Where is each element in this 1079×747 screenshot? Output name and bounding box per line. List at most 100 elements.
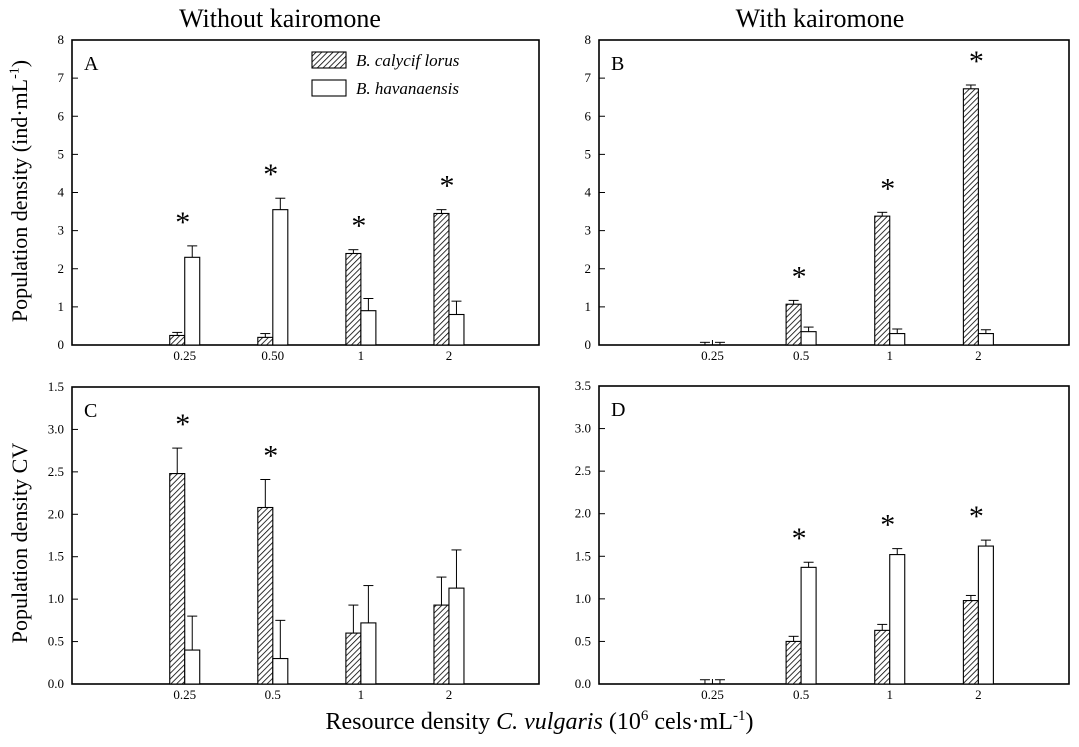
bar-calyciflorus: [433, 212, 450, 346]
x-tick-label: 0.25: [173, 348, 196, 363]
plot-frame: [598, 385, 1070, 685]
significance-asterisk: *: [969, 500, 984, 533]
y-tick-label: 3: [585, 223, 592, 238]
y-tick-label: 2.0: [575, 506, 591, 521]
y-tick-label: 3.0: [575, 421, 591, 436]
bar-havanaensis: [448, 313, 465, 346]
x-axis-title-unit-close: ): [745, 709, 754, 735]
bar-havanaensis: [360, 622, 377, 685]
x-tick-label: 1: [358, 348, 365, 363]
plot-frame: [598, 39, 1070, 346]
significance-asterisk: *: [175, 408, 190, 441]
y-tick-label: 7: [585, 70, 592, 85]
bar-calyciflorus: [874, 215, 891, 346]
x-axis-title-species: C. vulgaris: [496, 709, 603, 735]
panel-letter: A: [84, 53, 99, 75]
significance-asterisk: *: [880, 172, 895, 205]
y-tick-label: 1.5: [48, 549, 64, 564]
bar-havanaensis: [272, 657, 289, 685]
y-tick-label: 8: [585, 32, 592, 47]
plot-frame: [71, 39, 540, 346]
x-axis-title-unit-mid: cels·mL: [648, 709, 733, 735]
plot-frame: [71, 386, 540, 685]
column-title-right: With kairomone: [735, 4, 905, 33]
bar-calyciflorus: [257, 506, 274, 685]
x-tick-label: 0.25: [701, 687, 724, 702]
x-axis-title: Resource density C. vulgaris (106 cels·m…: [0, 708, 1079, 736]
bar-calyciflorus: [257, 336, 274, 346]
y-tick-label: 0.5: [48, 634, 64, 649]
x-tick-label: 1: [886, 348, 893, 363]
y-tick-label: 2: [585, 261, 592, 276]
bar-calyciflorus: [785, 303, 802, 346]
y-tick-label: 0: [585, 337, 592, 352]
bar-calyciflorus: [345, 632, 362, 685]
y-tick-label: 1.5: [48, 379, 64, 394]
x-tick-label: 2: [975, 687, 982, 702]
significance-asterisk: *: [175, 206, 190, 239]
panel-a: 0 1 2 3 4 5 6 7 8 0.25 * 0.50 * 1 * 2 * A B. calycif lorus…: [58, 32, 540, 363]
y-tick-label: 0.5: [575, 633, 591, 648]
y-tick-label: 1.5: [575, 548, 591, 563]
x-tick-label: 1: [358, 687, 365, 702]
panel-letter: C: [84, 400, 97, 422]
bar-calyciflorus: [345, 252, 362, 346]
x-tick-label: 0.5: [793, 687, 809, 702]
bar-calyciflorus: [433, 604, 450, 685]
significance-asterisk: *: [792, 522, 807, 555]
y-tick-label: 8: [58, 32, 65, 47]
x-tick-label: 2: [446, 687, 453, 702]
bar-calyciflorus: [169, 473, 186, 685]
x-tick-label: 2: [975, 348, 982, 363]
y-tick-label: 0: [58, 337, 65, 352]
y-tick-label: 2.5: [48, 464, 64, 479]
legend-label: B. havanaensis: [356, 79, 459, 98]
significance-asterisk: *: [439, 170, 454, 203]
panel-letter: D: [611, 399, 625, 421]
bar-havanaensis: [448, 587, 465, 685]
significance-asterisk: *: [969, 45, 984, 78]
bar-havanaensis: [977, 545, 994, 685]
y-tick-label: 3.0: [48, 421, 64, 436]
y-tick-label: 3.5: [575, 378, 591, 393]
legend-swatch: [311, 51, 347, 69]
bar-havanaensis: [800, 566, 817, 685]
x-tick-label: 0.5: [265, 687, 281, 702]
y-tick-label: 7: [58, 70, 65, 85]
y-tick-label: 1: [585, 299, 592, 314]
x-tick-label: 1: [886, 687, 893, 702]
legend-swatch: [311, 79, 347, 97]
panel-c: 0.0 0.5 1.0 1.5 2.0 2.5 3.0 1.5 0.25 * 0.5 * 1 2 C: [48, 379, 540, 702]
y-tick-label: 0.0: [48, 676, 64, 691]
significance-asterisk: *: [263, 158, 278, 191]
x-axis-title-prefix: Resource density: [325, 709, 497, 735]
y-tick-label: 1.0: [575, 591, 591, 606]
bar-havanaensis: [184, 256, 201, 346]
y-tick-label: 6: [58, 108, 65, 123]
significance-asterisk: *: [792, 260, 807, 293]
y-tick-label: 2: [58, 261, 65, 276]
bar-havanaensis: [889, 333, 906, 346]
significance-asterisk: *: [263, 439, 278, 472]
y-tick-label: 2.5: [575, 463, 591, 478]
y-tick-label: 2.0: [48, 506, 64, 521]
x-axis-title-unit-sup2: -1: [732, 708, 746, 724]
panel-letter: B: [611, 53, 624, 75]
y-tick-label: 3: [58, 223, 65, 238]
column-title-left: Without kairomone: [179, 4, 381, 33]
x-axis-title-unit-open: (10: [602, 709, 641, 735]
y-tick-label: 0.0: [575, 676, 591, 691]
bar-calyciflorus: [962, 88, 979, 346]
y-tick-label: 5: [58, 146, 65, 161]
y-tick-label: 4: [58, 185, 65, 200]
bar-havanaensis: [977, 333, 994, 346]
panel-d: 0.0 0.5 1.0 1.5 2.0 2.5 3.0 3.5 0.25 0.5 * 1 * 2 * D: [575, 378, 1070, 702]
x-tick-label: 0.50: [261, 348, 284, 363]
bar-calyciflorus: [785, 640, 802, 685]
y-tick-label: 6: [585, 108, 592, 123]
x-tick-label: 0.5: [793, 348, 809, 363]
significance-asterisk: *: [880, 509, 895, 542]
bar-havanaensis: [889, 554, 906, 685]
